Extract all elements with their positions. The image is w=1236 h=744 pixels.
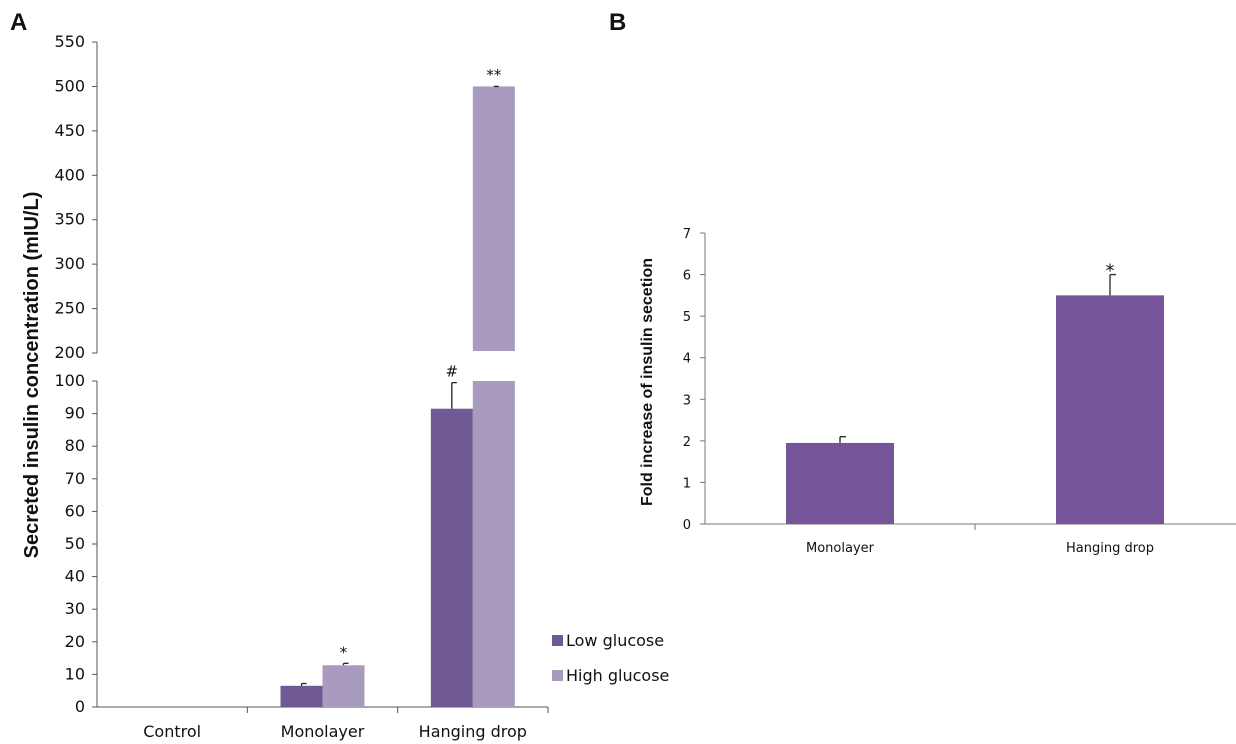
y-tick-label: 6 xyxy=(683,269,691,284)
legend-label: High glucose xyxy=(566,666,669,685)
y-tick-label: 100 xyxy=(54,371,85,390)
y-tick-label: 4 xyxy=(683,352,691,367)
y-tick-label: 2 xyxy=(683,435,691,450)
y-tick-label: 90 xyxy=(65,404,85,423)
legend-swatch xyxy=(552,670,563,681)
y-tick-label: 5 xyxy=(683,310,691,325)
x-category-label: Hanging drop xyxy=(419,722,527,741)
y-tick-label: 10 xyxy=(65,664,85,683)
y-tick-label: 1 xyxy=(683,476,691,491)
y-axis-title: Secreted insulin concentration (mIU/L) xyxy=(21,192,43,559)
y-tick-label: 550 xyxy=(54,32,85,51)
x-category-label: Control xyxy=(143,722,201,741)
y-tick-label: 3 xyxy=(683,393,691,408)
y-tick-label: 0 xyxy=(75,697,85,716)
bar xyxy=(430,408,473,707)
y-tick-label: 400 xyxy=(54,165,85,184)
x-category-label: Monolayer xyxy=(281,722,365,741)
legend-label: Low glucose xyxy=(566,631,664,650)
panel-label-a: A xyxy=(10,9,27,36)
y-tick-label: 250 xyxy=(54,299,85,318)
y-tick-label: 60 xyxy=(65,501,85,520)
significance-marker: # xyxy=(446,363,459,381)
y-tick-label: 40 xyxy=(65,567,85,586)
y-tick-label: 450 xyxy=(54,121,85,140)
y-tick-label: 50 xyxy=(65,534,85,553)
y-tick-label: 30 xyxy=(65,599,85,618)
significance-marker: ** xyxy=(486,66,502,84)
legend-swatch xyxy=(552,635,563,646)
bar xyxy=(472,86,515,351)
y-tick-label: 350 xyxy=(54,210,85,229)
y-tick-label: 200 xyxy=(54,343,85,362)
y-tick-label: 70 xyxy=(65,469,85,488)
bar xyxy=(280,685,323,707)
y-tick-label: 80 xyxy=(65,436,85,455)
panel-b: B 0 1 2 3 4 5 6 7 Fold increase of insulin seceti… xyxy=(609,9,1236,556)
panel-label-b: B xyxy=(609,9,626,36)
y-tick-label: 7 xyxy=(683,227,691,242)
y-tick-label: 300 xyxy=(54,254,85,273)
bar xyxy=(786,442,894,524)
significance-marker: * xyxy=(1106,261,1115,282)
bar xyxy=(1056,295,1164,524)
y-axis-title: Fold increase of insulin secetion xyxy=(639,258,656,506)
panel-a: A 0 10 20 30 40 50 60 70 80 90 100 200 250 300 350 400 45… xyxy=(10,9,669,741)
significance-marker: * xyxy=(340,643,348,661)
x-category-label: Hanging drop xyxy=(1066,541,1154,556)
x-category-label: Monolayer xyxy=(806,541,875,556)
y-tick-label: 500 xyxy=(54,76,85,95)
bar xyxy=(472,381,515,707)
y-tick-label: 20 xyxy=(65,632,85,651)
y-tick-label: 0 xyxy=(683,518,691,533)
bar xyxy=(322,665,365,707)
